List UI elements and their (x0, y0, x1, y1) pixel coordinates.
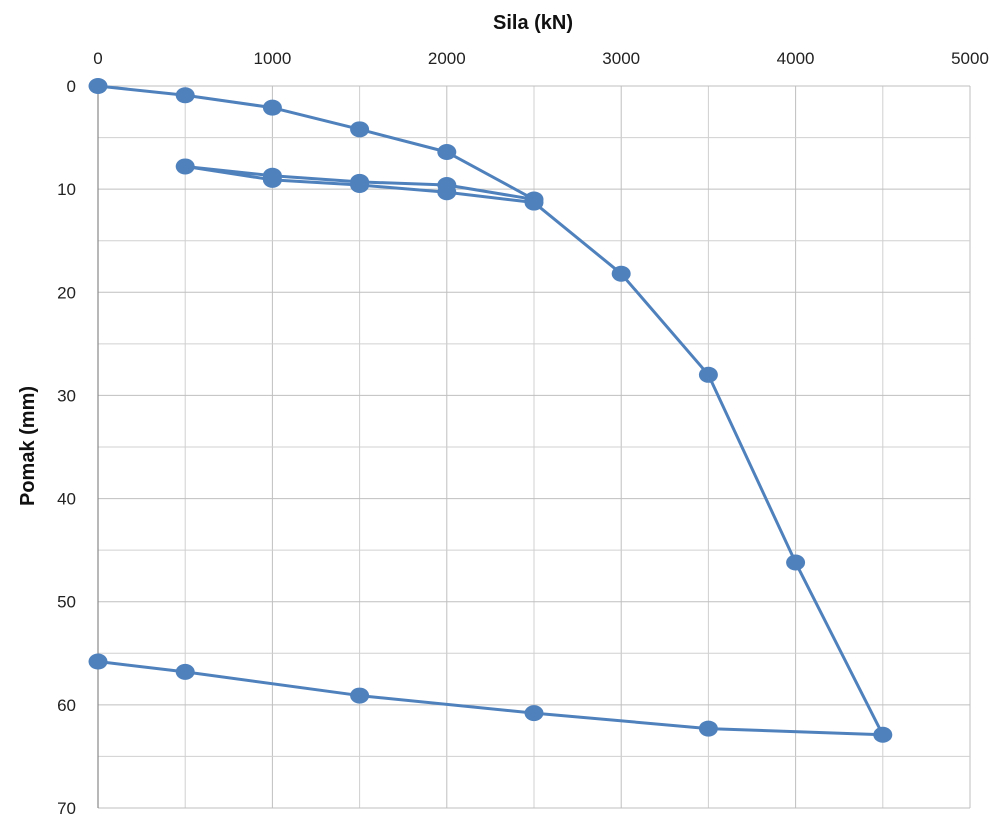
y-tick-label: 0 (67, 77, 76, 96)
data-point (611, 265, 631, 282)
data-point (88, 78, 108, 94)
data-point (350, 687, 370, 704)
data-point (524, 705, 544, 722)
data-point (786, 554, 806, 571)
data-point (350, 121, 370, 138)
y-tick-label: 10 (57, 180, 76, 199)
data-point (698, 366, 718, 383)
data-point (262, 99, 282, 116)
data-point (175, 663, 195, 680)
data-point (175, 158, 195, 175)
data-point (698, 720, 718, 737)
x-tick-label: 2000 (428, 49, 466, 68)
x-tick-label: 0 (93, 49, 102, 68)
y-tick-label: 20 (57, 283, 76, 302)
y-tick-label: 70 (57, 799, 76, 818)
series-line (97, 84, 885, 737)
data-point (262, 171, 282, 188)
y-axis-title: Pomak (mm) (17, 386, 39, 506)
y-tick-label: 50 (57, 593, 76, 612)
x-tick-label: 3000 (602, 49, 640, 68)
x-tick-label: 4000 (777, 49, 815, 68)
x-tick-label: 1000 (253, 49, 291, 68)
x-tick-label: 5000 (951, 49, 989, 68)
data-point (437, 144, 457, 161)
y-tick-label: 40 (57, 490, 76, 509)
y-tick-label: 30 (57, 386, 76, 405)
data-point (873, 726, 893, 743)
y-tick-label: 60 (57, 696, 76, 715)
tick-labels: 0 1000 2000 3000 4000 5000 0 10 20 30 40 50 60 70 (57, 49, 989, 818)
series-layer (88, 78, 893, 743)
data-point (175, 87, 195, 104)
data-point (437, 184, 457, 201)
data-point (88, 653, 108, 670)
x-axis-title: Sila (kN) (493, 12, 573, 34)
data-point (350, 177, 370, 194)
data-point (524, 194, 544, 211)
